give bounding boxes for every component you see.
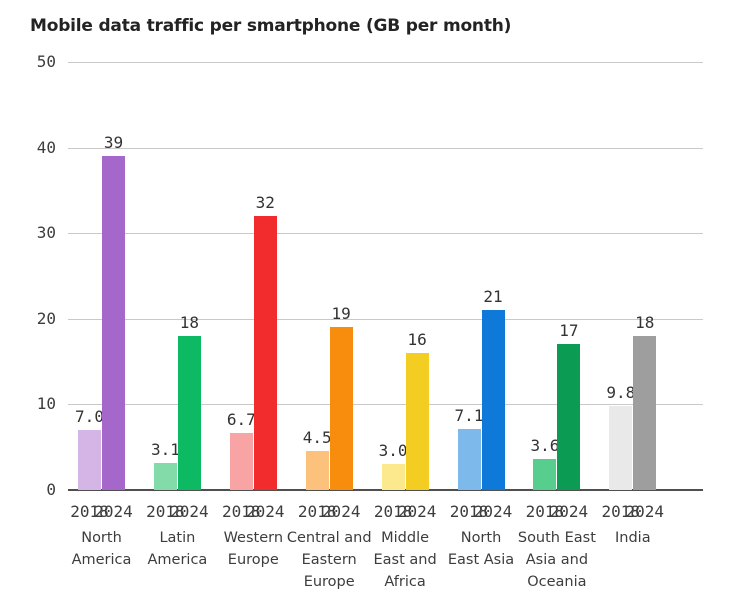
bar-value-label: 3.6 <box>530 436 560 456</box>
bar-2018[interactable] <box>229 432 253 490</box>
x-axis-region-label: Western Europe <box>193 527 313 571</box>
x-axis-region-label: India <box>573 527 693 549</box>
bar-value-label: 18 <box>179 312 200 332</box>
bar-2024[interactable] <box>633 335 657 490</box>
bar-value-label: 39 <box>103 133 124 153</box>
x-axis-year-label: 2018 <box>373 502 413 521</box>
x-axis-year-label: 2018 <box>70 502 109 521</box>
x-axis-year-label: 2018 <box>525 502 565 521</box>
bar-2024[interactable] <box>405 353 429 490</box>
region-label-line: North <box>460 530 502 546</box>
bar-value-label: 3.0 <box>378 441 408 461</box>
y-axis-tick-label: 30 <box>36 223 56 243</box>
gridline <box>68 233 703 235</box>
x-axis-year-label: 2024 <box>549 502 589 521</box>
x-axis-region-label: South East Asia and Oceania <box>497 527 617 593</box>
x-axis-year-label: 2024 <box>473 502 513 521</box>
bar-2024[interactable] <box>177 335 201 490</box>
gridline <box>68 404 703 406</box>
region-label-line: Africa <box>384 574 426 590</box>
region-label-line: Latin <box>159 530 196 546</box>
bar-value-label: 16 <box>407 330 427 350</box>
x-axis-year-label: 2024 <box>170 502 209 521</box>
y-axis-tick-label: 0 <box>46 480 56 499</box>
bar-value-label: 18 <box>635 312 655 332</box>
x-axis-year-label: 2018 <box>449 502 489 521</box>
bar-value-label: 21 <box>483 287 503 307</box>
x-axis-baseline <box>68 489 703 491</box>
region-label-line: South East <box>517 530 596 546</box>
bar-2018[interactable] <box>533 459 557 490</box>
gridline <box>68 147 703 149</box>
x-axis-year-label: 2018 <box>297 502 337 521</box>
y-axis-tick-label: 50 <box>36 52 56 71</box>
bar-2024[interactable] <box>102 156 125 490</box>
x-axis-year-label: 2018 <box>222 502 261 521</box>
bar-value-label: 7.1 <box>454 406 484 426</box>
bar-2024[interactable] <box>481 310 505 490</box>
bar-2018[interactable] <box>381 464 405 490</box>
y-axis-tick-label: 40 <box>36 137 56 157</box>
bar-2018[interactable] <box>305 451 329 490</box>
region-label-line: Asia and <box>525 552 589 568</box>
x-axis-year-label: 2018 <box>146 502 185 521</box>
bar-value-label: 32 <box>255 193 275 213</box>
bar-value-label: 17 <box>559 321 579 341</box>
bar-value-label: 9.8 <box>606 383 636 403</box>
region-label-line: Eastern <box>301 552 357 568</box>
bar-value-label: 7.0 <box>75 407 104 427</box>
bar-2018[interactable] <box>78 430 101 490</box>
x-axis-year-label: 2024 <box>397 502 437 521</box>
x-axis-region-label: Central and Eastern Europe <box>269 527 389 593</box>
bar-value-label: 19 <box>331 304 351 324</box>
x-axis-year-label: 2018 <box>601 502 641 521</box>
bar-2024[interactable] <box>557 344 581 490</box>
x-axis-year-label: 2024 <box>321 502 361 521</box>
x-axis-year-label: 2024 <box>625 502 665 521</box>
bar-value-label: 3.1 <box>150 440 180 460</box>
gridline <box>68 62 703 63</box>
bar-2024[interactable] <box>253 216 277 490</box>
bar-2024[interactable] <box>329 327 353 490</box>
x-axis-region-label: Middle East and Africa <box>345 527 465 593</box>
y-axis-tick-label: 10 <box>36 394 56 414</box>
bar-2018[interactable] <box>153 463 177 490</box>
region-label-line: East and <box>373 552 437 568</box>
region-label-line: America <box>71 552 132 568</box>
x-axis-region-label: Latin America <box>117 527 237 571</box>
region-label-line: America <box>147 552 208 568</box>
region-label-line: Europe <box>227 552 279 568</box>
x-axis-region-label: North East Asia <box>421 527 541 571</box>
region-label-line: Western <box>223 530 284 546</box>
region-label-line: Middle <box>381 530 430 546</box>
x-axis-year-label: 2024 <box>246 502 285 521</box>
y-axis-tick-label: 20 <box>36 308 56 328</box>
region-label-line: Central and <box>286 530 372 546</box>
region-label-line: Europe <box>303 574 355 590</box>
bar-value-label: 4.5 <box>302 428 332 448</box>
region-label-line: India <box>615 530 651 546</box>
chart-title: Mobile data traffic per smartphone (GB p… <box>30 16 512 36</box>
x-axis-year-label: 2024 <box>94 502 133 521</box>
bar-2018[interactable] <box>457 429 481 490</box>
bar-2018[interactable] <box>609 406 633 490</box>
region-label-line: North <box>81 530 122 546</box>
x-axis-region-label: North America <box>42 527 162 571</box>
bar-value-label: 6.7 <box>226 409 256 429</box>
region-label-line: Oceania <box>527 574 587 590</box>
gridline <box>68 318 703 320</box>
region-label-line: East Asia <box>447 552 515 568</box>
